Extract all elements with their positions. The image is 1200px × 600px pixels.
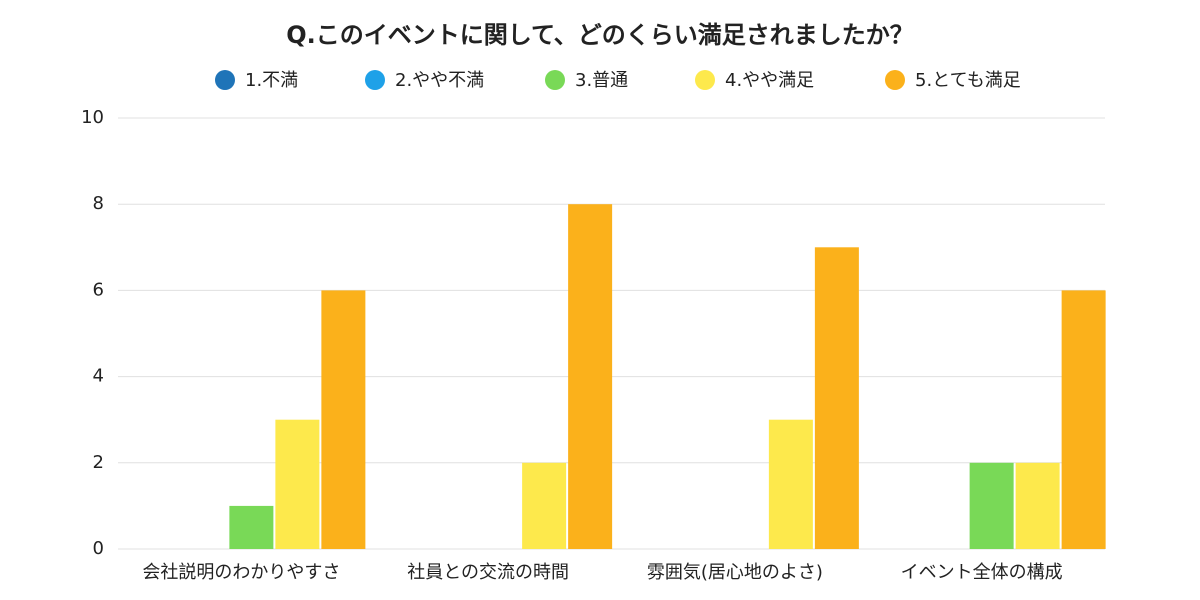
- bar: [1061, 290, 1106, 549]
- x-tick-label: イベント全体の構成: [901, 562, 1063, 583]
- legend-label: 2.やや不満: [395, 70, 484, 91]
- legend-label: 3.普通: [575, 70, 628, 91]
- legend-label: 1.不満: [245, 70, 298, 91]
- y-tick-label: 8: [93, 193, 104, 214]
- legend-swatch: [545, 70, 565, 90]
- chart-title: Q.このイベントに関して、どのくらい満足されましたか？: [286, 21, 914, 49]
- bar: [275, 419, 320, 549]
- y-tick-label: 10: [81, 107, 104, 128]
- legend-label: 5.とても満足: [915, 70, 1021, 91]
- legend-swatch: [695, 70, 715, 90]
- legend-label: 4.やや満足: [725, 70, 814, 91]
- y-tick-label: 0: [93, 538, 104, 559]
- bar: [229, 505, 274, 549]
- y-tick-label: 2: [93, 452, 104, 473]
- x-tick-label: 社員との交流の時間: [407, 562, 569, 583]
- x-tick-label: 会社説明のわかりやすさ: [142, 562, 340, 583]
- y-tick-label: 6: [93, 279, 104, 300]
- bar: [522, 462, 567, 549]
- bar: [768, 419, 813, 549]
- bar: [1015, 462, 1060, 549]
- legend-swatch: [215, 70, 235, 90]
- y-tick-label: 4: [93, 366, 104, 387]
- bar: [321, 290, 366, 549]
- bar: [814, 247, 859, 550]
- x-tick-label: 雰囲気(居心地のよさ): [647, 562, 823, 583]
- legend-swatch: [885, 70, 905, 90]
- bar: [568, 204, 613, 549]
- bar: [969, 462, 1014, 549]
- legend-swatch: [365, 70, 385, 90]
